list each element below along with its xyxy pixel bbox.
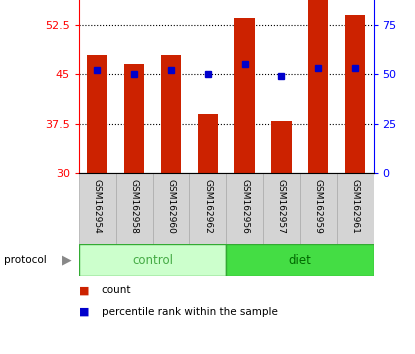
Text: GSM162961: GSM162961 (351, 179, 359, 234)
Text: protocol: protocol (4, 255, 47, 265)
Bar (345, 15, 365, 173)
Text: ■: ■ (79, 307, 89, 316)
Text: count: count (102, 285, 131, 295)
Text: ▶: ▶ (61, 254, 71, 267)
Bar (308, 0, 328, 173)
Text: GSM162959: GSM162959 (314, 179, 323, 234)
Bar (124, 64, 144, 173)
Bar (198, 114, 218, 173)
Bar (161, 55, 181, 173)
Text: GSM162958: GSM162958 (129, 179, 139, 234)
Text: GSM162954: GSM162954 (93, 179, 102, 234)
Text: GSM162962: GSM162962 (203, 179, 212, 234)
Bar (116, 173, 153, 244)
Bar (226, 173, 263, 244)
Bar (153, 173, 189, 244)
Text: control: control (132, 254, 173, 267)
Text: GSM162957: GSM162957 (277, 179, 286, 234)
Text: GSM162956: GSM162956 (240, 179, 249, 234)
Bar (87, 55, 107, 173)
Bar (300, 173, 337, 244)
Text: percentile rank within the sample: percentile rank within the sample (102, 307, 278, 316)
Text: GSM162960: GSM162960 (166, 179, 176, 234)
Text: diet: diet (288, 254, 311, 267)
Bar (189, 173, 226, 244)
Bar (226, 244, 374, 276)
Text: ■: ■ (79, 285, 89, 295)
Bar (337, 173, 374, 244)
Bar (271, 121, 292, 173)
Bar (79, 244, 226, 276)
Bar (263, 173, 300, 244)
Bar (234, 18, 255, 173)
Bar (79, 173, 116, 244)
